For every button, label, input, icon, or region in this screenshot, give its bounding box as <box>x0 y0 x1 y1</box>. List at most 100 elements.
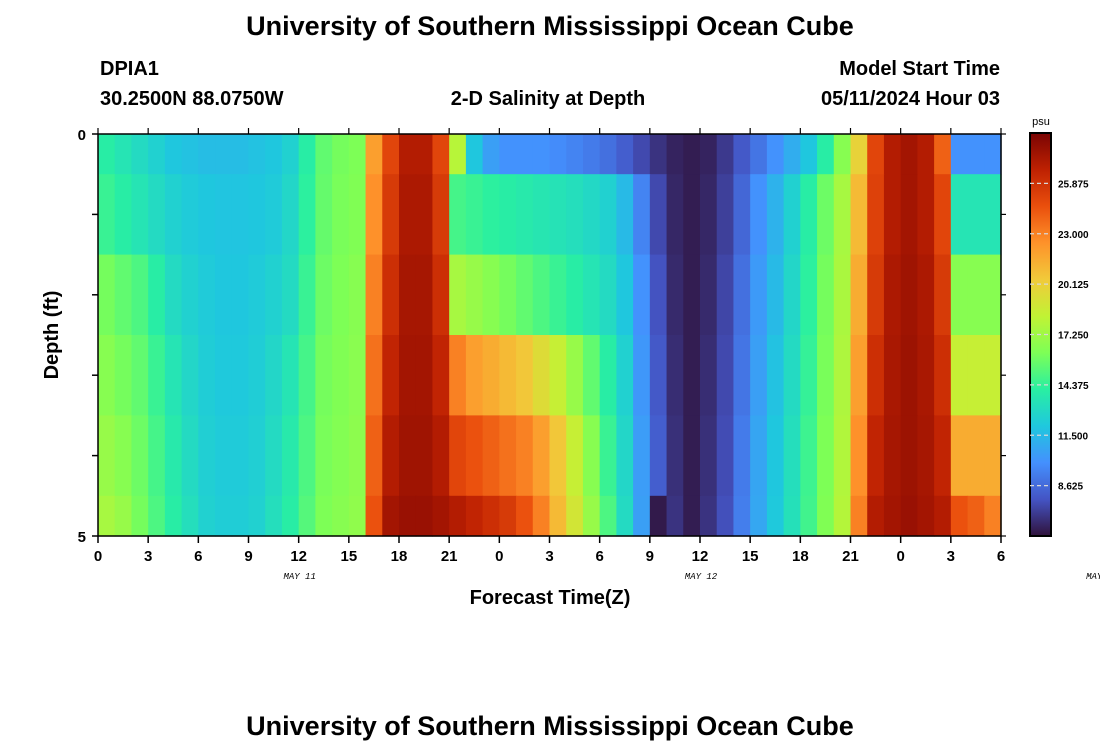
heatmap-cell <box>365 254 383 336</box>
heatmap-cell <box>582 335 601 416</box>
heatmap-cell <box>783 174 801 256</box>
heatmap-cell <box>231 415 250 497</box>
heatmap-cell <box>315 335 333 416</box>
heatmap-cell <box>616 335 634 416</box>
heatmap-cell <box>766 335 785 416</box>
model-start-label: Model Start Time <box>839 58 1000 80</box>
heatmap-cell <box>231 174 250 256</box>
heatmap-cell <box>633 174 651 256</box>
heatmap-cell <box>399 415 417 497</box>
heatmap-cell <box>181 134 199 175</box>
heatmap-cell <box>900 174 918 256</box>
heatmap-cell <box>883 415 902 497</box>
heatmap-cell <box>131 134 149 175</box>
heatmap-cell <box>298 174 316 256</box>
page-title: University of Southern Mississippi Ocean… <box>246 11 854 41</box>
x-axis-ticks: 0 3 6 9 12 15 18 21 0 3 6 9 12 15 18 21 0 3 6 MAY 11 MAY 12 M… <box>94 128 1100 582</box>
y-tick-label: 5 <box>78 529 86 546</box>
heatmap-cell <box>198 415 216 497</box>
heatmap-cell <box>900 495 918 537</box>
heatmap-cell <box>499 335 517 416</box>
heatmap-cell <box>582 415 601 497</box>
heatmap-cell <box>365 415 383 497</box>
heatmap-cell <box>766 254 785 336</box>
heatmap-cell <box>131 495 149 537</box>
heatmap-cell <box>549 415 567 497</box>
heatmap-cell <box>98 174 116 256</box>
heatmap-cell <box>700 415 718 497</box>
heatmap-cell <box>248 134 266 175</box>
heatmap-cell <box>332 335 350 416</box>
heatmap-cell <box>281 335 300 416</box>
heatmap-cell <box>415 335 434 416</box>
heatmap-cell <box>649 134 668 175</box>
heatmap-cell <box>516 134 534 175</box>
heatmap-cell <box>800 134 818 175</box>
heatmap-cell <box>482 134 500 175</box>
heatmap-cell <box>934 134 952 175</box>
heatmap-cell <box>332 415 350 497</box>
heatmap-cell <box>432 254 450 336</box>
heatmap-cell <box>432 174 450 256</box>
x-tick-label: 18 <box>391 548 408 565</box>
heatmap-cell <box>967 134 985 175</box>
colorbar-tick-label: 17.250 <box>1058 331 1089 342</box>
colorbar-tick-label: 25.875 <box>1058 179 1089 190</box>
x-tick-label: 18 <box>792 548 809 565</box>
heatmap-cell <box>800 495 818 537</box>
date-label: MAY 13 <box>1086 572 1100 582</box>
heatmap-cell <box>934 495 952 537</box>
heatmap-cell <box>549 134 567 175</box>
heatmap-cell <box>181 415 199 497</box>
heatmap-cell <box>833 174 852 256</box>
heatmap-cell <box>231 495 250 537</box>
heatmap-cell <box>365 335 383 416</box>
heatmap-cell <box>164 415 183 497</box>
chart-title: 2-D Salinity at Depth <box>451 88 645 110</box>
heatmap-cell <box>148 254 166 336</box>
heatmap-cell <box>532 254 551 336</box>
heatmap-cell <box>281 254 300 336</box>
heatmap-cell <box>248 415 266 497</box>
heatmap-cell <box>549 335 567 416</box>
heatmap-cell <box>633 495 651 537</box>
heatmap-cell <box>883 134 902 175</box>
heatmap-cell <box>298 495 316 537</box>
heatmap-cell <box>817 495 835 537</box>
heatmap-cell <box>733 415 751 497</box>
heatmap-cell <box>817 415 835 497</box>
heatmap-cell <box>566 134 584 175</box>
heatmap-cell <box>365 134 383 175</box>
x-tick-label: 3 <box>545 548 553 565</box>
heatmap-cell <box>633 134 651 175</box>
heatmap-cell <box>750 134 768 175</box>
heatmap-cell <box>348 335 367 416</box>
heatmap-cell <box>114 134 133 175</box>
heatmap-cell <box>766 174 785 256</box>
heatmap-cell <box>666 174 684 256</box>
heatmap-cell <box>499 174 517 256</box>
colorbar-tick-label: 23.000 <box>1058 230 1089 241</box>
heatmap-cell <box>215 174 233 256</box>
footer-title: University of Southern Mississippi Ocean… <box>246 711 854 741</box>
heatmap-cell <box>449 254 467 336</box>
heatmap-cell <box>984 174 1002 256</box>
heatmap-cell <box>131 174 149 256</box>
heatmap-cell <box>516 174 534 256</box>
heatmap-cell <box>850 415 868 497</box>
heatmap-cell <box>449 335 467 416</box>
heatmap-cell <box>883 495 902 537</box>
heatmap-cell <box>265 335 283 416</box>
heatmap-cell <box>482 495 500 537</box>
heatmap-cell <box>181 254 199 336</box>
heatmap-cell <box>817 134 835 175</box>
heatmap-cell <box>365 174 383 256</box>
heatmap-cell <box>683 254 701 336</box>
heatmap-cell <box>532 415 551 497</box>
heatmap-cell <box>415 174 434 256</box>
heatmap-cell <box>833 335 852 416</box>
heatmap-cell <box>683 415 701 497</box>
y-axis-label: Depth (ft) <box>41 291 63 380</box>
x-tick-label: 3 <box>947 548 955 565</box>
heatmap-cell <box>516 415 534 497</box>
